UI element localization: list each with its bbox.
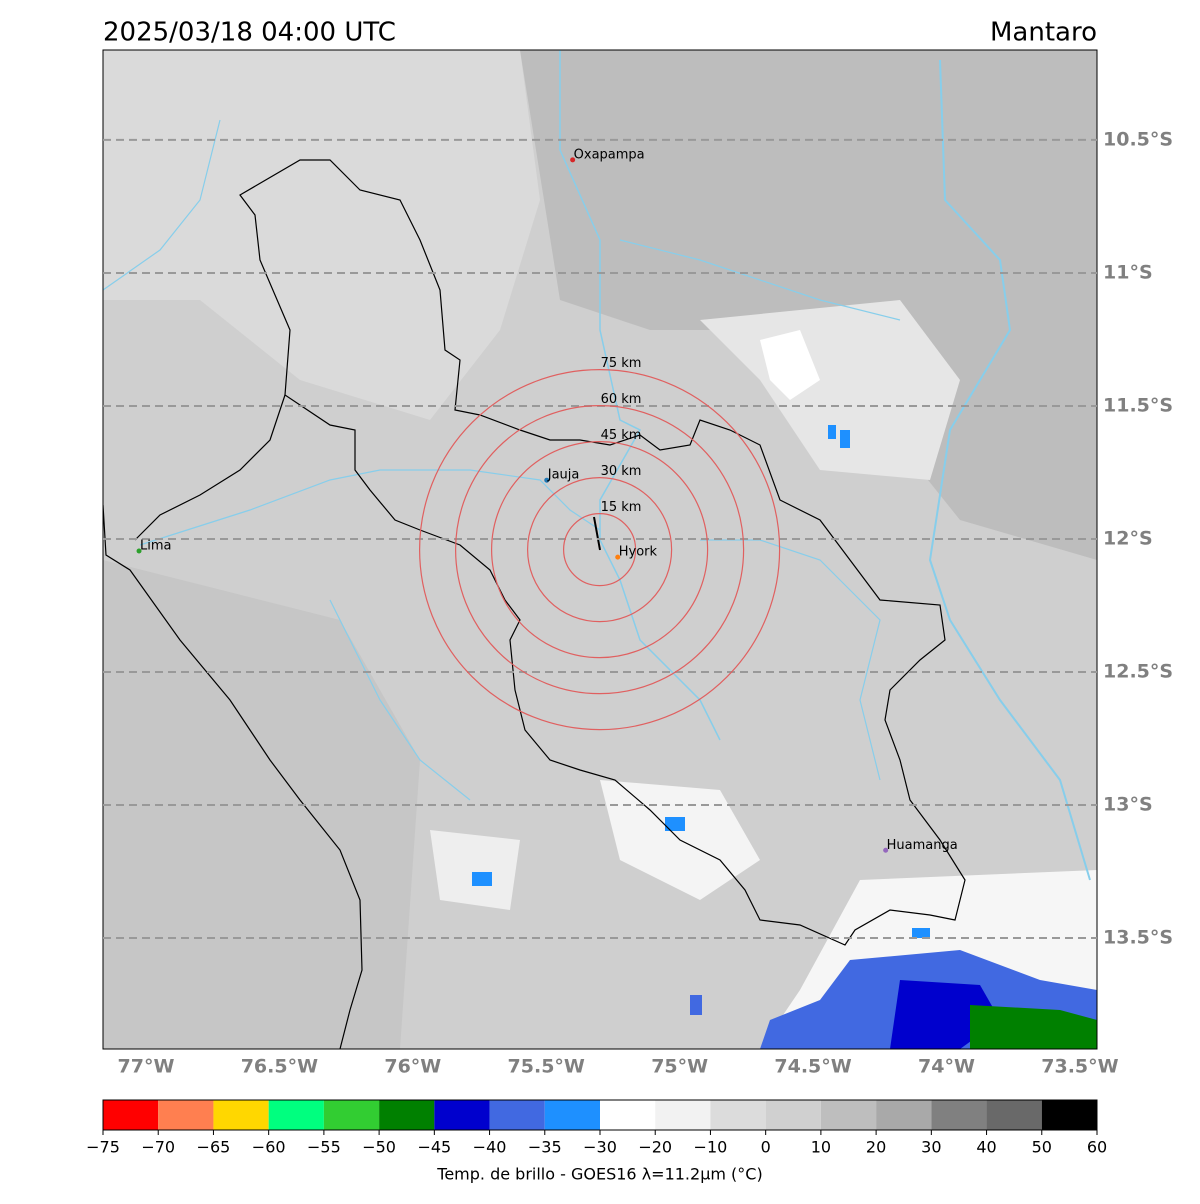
colorbar-bin	[103, 1100, 159, 1130]
colorbar-bin	[434, 1100, 490, 1130]
colorbar-tick-label: −70	[141, 1138, 175, 1157]
colorbar-tick-label: −65	[197, 1138, 231, 1157]
ring-label: 15 km	[601, 500, 642, 515]
place-label: Hyork	[619, 545, 658, 560]
ring-label: 60 km	[601, 392, 642, 407]
colorbar-tick-label: −20	[638, 1138, 672, 1157]
title: 2025/03/18 04:00 UTC	[103, 18, 396, 48]
colorbar-bin	[876, 1100, 932, 1130]
colorbar-tick-label: −55	[307, 1138, 341, 1157]
lon-label: 75°W	[651, 1056, 708, 1078]
lat-label: 10.5°S	[1103, 128, 1173, 150]
colorbar-tick-label: 50	[1032, 1138, 1052, 1157]
lat-label: 12.5°S	[1103, 661, 1173, 683]
colorbar-tick-label: −50	[362, 1138, 396, 1157]
lat-label: 13°S	[1103, 794, 1153, 816]
colorbar-tick-label: −75	[86, 1138, 120, 1157]
ring-label: 45 km	[601, 428, 642, 443]
place-marker	[544, 477, 550, 483]
ring-label: 75 km	[601, 356, 642, 371]
range-ring	[418, 369, 781, 731]
place-marker	[615, 554, 621, 560]
range-ring	[562, 513, 637, 587]
colorbar-bin	[379, 1100, 435, 1130]
ring-label: 30 km	[601, 464, 642, 479]
colorbar-tick-label: −40	[473, 1138, 507, 1157]
lon-label: 75.5°W	[508, 1056, 585, 1078]
overlay: 10.5°S 11°S 11.5°S 12°S 12.5°S 13°S 13.5°S 77°W…	[86, 128, 1173, 1156]
colorbar-bin	[323, 1100, 380, 1130]
place-marker	[570, 157, 576, 163]
place-marker	[136, 548, 142, 554]
map-background	[103, 50, 1097, 1049]
place-label: Jauja	[547, 468, 580, 483]
colorbar-tick-label: −35	[528, 1138, 562, 1157]
colorbar-bin	[765, 1100, 821, 1130]
map-frame	[102, 49, 1098, 1050]
lon-label: 74°W	[918, 1056, 975, 1078]
colorbar-tick-label: 60	[1087, 1138, 1107, 1157]
colorbar-bin	[710, 1100, 766, 1130]
lat-label: 11.5°S	[1103, 394, 1173, 416]
colorbar-bin	[655, 1100, 711, 1130]
colorbar-bin	[600, 1100, 656, 1130]
colorbar-bin	[1041, 1100, 1097, 1130]
colorbar-bin	[489, 1100, 545, 1130]
colorbar-tick-label: −60	[252, 1138, 286, 1157]
colorbar-tick-label: −10	[694, 1138, 728, 1157]
colorbar-bin	[544, 1100, 600, 1130]
lon-label: 76°W	[384, 1056, 441, 1078]
place-label: Lima	[140, 538, 171, 553]
colorbar-bin	[158, 1100, 214, 1130]
region-name: Mantaro	[990, 18, 1097, 48]
range-ring	[490, 441, 709, 659]
colorbar-bin	[931, 1100, 987, 1130]
lon-label: 76.5°W	[241, 1056, 318, 1078]
lon-label: 74.5°W	[774, 1056, 851, 1078]
place-label: Oxapampa	[574, 147, 645, 162]
colorbar-bin	[986, 1100, 1042, 1130]
colorbar-bin	[268, 1100, 324, 1130]
colorbar-label: Temp. de brillo - GOES16 λ=11.2μm (°C)	[436, 1165, 762, 1184]
lon-label: 73.5°W	[1041, 1056, 1118, 1078]
colorbar-tick-label: 10	[811, 1138, 831, 1157]
colorbar-tick-label: 30	[921, 1138, 941, 1157]
place-marker	[883, 847, 889, 853]
lat-label: 13.5°S	[1103, 927, 1173, 949]
place-label: Huamanga	[887, 838, 958, 853]
colorbar-tick-label: −45	[417, 1138, 451, 1157]
range-ring	[526, 477, 673, 623]
lat-label: 11°S	[1103, 261, 1153, 283]
lon-label: 77°W	[118, 1056, 175, 1078]
colorbar-tick-label: 0	[761, 1138, 771, 1157]
colorbar-tick-label: −30	[583, 1138, 617, 1157]
colorbar-bin	[820, 1100, 877, 1130]
range-ring	[454, 405, 745, 695]
colorbar-bin	[213, 1100, 269, 1130]
colorbar-tick-label: 40	[976, 1138, 996, 1157]
colorbar-tick-label: 20	[866, 1138, 886, 1157]
lat-label: 12°S	[1103, 527, 1153, 549]
